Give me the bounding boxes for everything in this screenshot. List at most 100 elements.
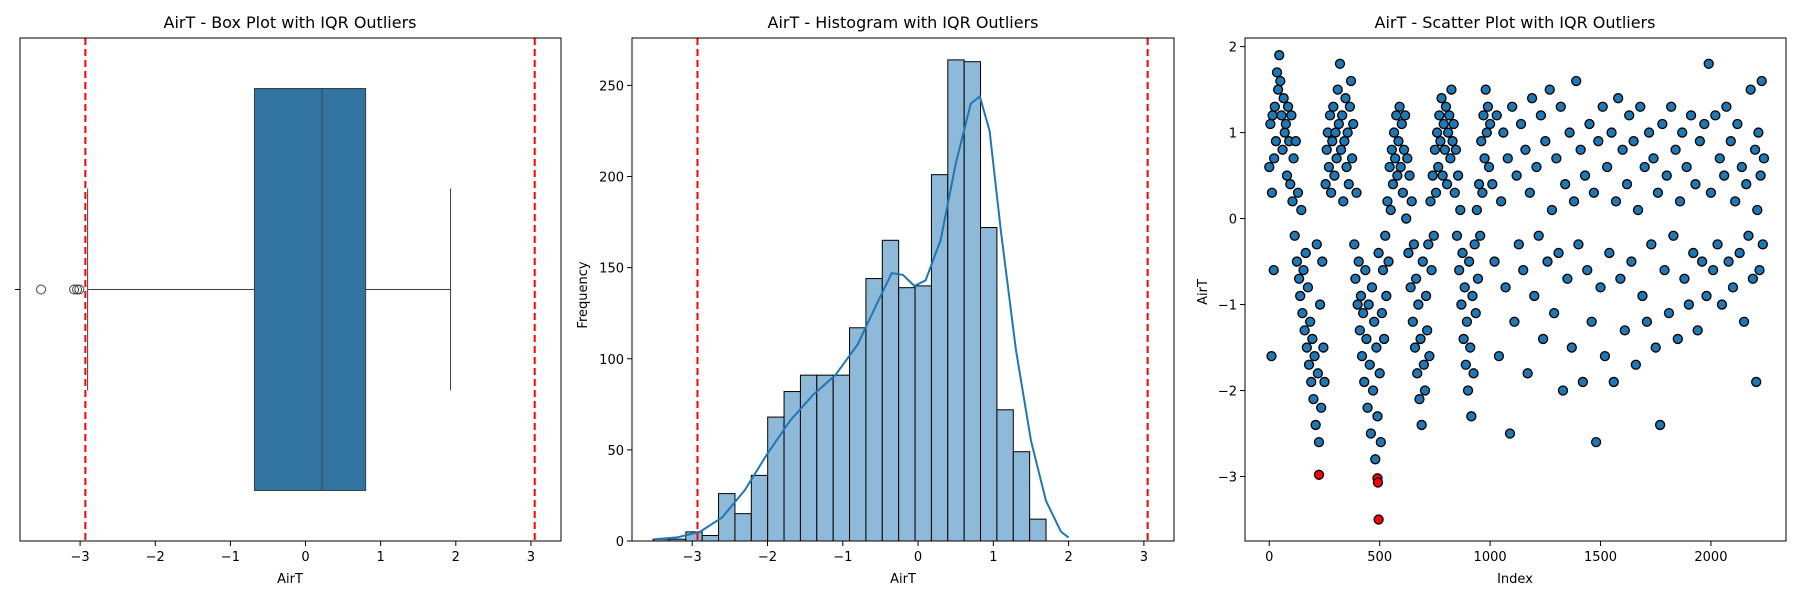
scatter-point xyxy=(1467,290,1478,302)
scatter-xtick-label: 1500 xyxy=(1584,550,1617,565)
scatter-point xyxy=(1617,144,1628,155)
scatter-point xyxy=(1403,247,1414,259)
scatter-point xyxy=(1365,428,1377,439)
scatter-point xyxy=(1668,230,1679,241)
scatter-point xyxy=(1271,67,1283,78)
scatter-point xyxy=(1639,161,1650,173)
scatter-point xyxy=(1738,316,1750,327)
scatter-point xyxy=(1703,58,1714,69)
scatter-point xyxy=(1418,359,1430,370)
histogram-bar xyxy=(947,59,965,542)
scatter-point xyxy=(1743,230,1754,241)
scatter-point xyxy=(1679,273,1690,284)
scatter-point xyxy=(1753,127,1764,138)
histogram-bar xyxy=(980,227,998,542)
histogram-xtick-label: 1 xyxy=(989,550,997,565)
scatter-point xyxy=(1666,101,1677,112)
scatter-point xyxy=(1571,75,1582,87)
scatter-point xyxy=(1608,376,1619,388)
scatter-point xyxy=(1628,136,1639,147)
scatter-point xyxy=(1311,239,1322,250)
scatter-point xyxy=(1366,282,1378,293)
scatter-point xyxy=(1456,299,1467,310)
scatter-point xyxy=(1473,179,1485,190)
scatter-point xyxy=(1449,187,1460,198)
scatter-point xyxy=(1723,256,1734,267)
scatter-point xyxy=(1412,368,1423,379)
scatter-point xyxy=(1299,325,1310,336)
scatter-point xyxy=(1732,118,1743,130)
scatter-point xyxy=(1376,307,1388,319)
histogram-bar xyxy=(963,61,982,542)
scatter-point xyxy=(1719,170,1730,181)
scatter-point xyxy=(1339,136,1350,147)
histogram-ytick-label: 100 xyxy=(599,353,624,368)
scatter-point xyxy=(1588,187,1600,198)
scatter-point xyxy=(1590,436,1602,448)
scatter-point xyxy=(1643,127,1655,138)
scatter-point xyxy=(1714,153,1725,164)
scatter-point xyxy=(1439,144,1450,155)
scatter-ytick-label: −3 xyxy=(1218,471,1237,486)
scatter-point xyxy=(1385,204,1396,216)
scatter-point xyxy=(1393,136,1404,147)
scatter-point xyxy=(1751,376,1762,388)
scatter-point xyxy=(1509,316,1520,327)
scatter-point xyxy=(1372,411,1383,422)
scatter-point xyxy=(1275,75,1286,87)
scatter-point xyxy=(1436,93,1447,104)
scatter-point xyxy=(1344,101,1356,112)
scatter-point xyxy=(1401,213,1412,224)
histogram-ylabel: Frequency xyxy=(576,261,591,328)
scatter-point xyxy=(1694,136,1706,147)
scatter-point xyxy=(1613,93,1624,104)
scatter-point xyxy=(1360,265,1371,276)
scatter-point xyxy=(1482,101,1494,112)
scatter-point xyxy=(1444,110,1455,121)
scatter-point xyxy=(1438,118,1449,130)
scatter-point xyxy=(1524,187,1536,198)
scatter-point xyxy=(1402,153,1413,164)
scatter-point xyxy=(1551,153,1562,164)
scatter-point xyxy=(1757,239,1768,250)
scatter-point xyxy=(1287,196,1298,207)
scatter-ytick-label: 1 xyxy=(1229,127,1237,142)
scatter-point xyxy=(1479,153,1490,164)
scatter-point xyxy=(1584,118,1595,130)
scatter-point xyxy=(1575,144,1586,155)
scatter-point xyxy=(1515,118,1527,130)
scatter-point xyxy=(1280,118,1292,130)
scatter-point xyxy=(1755,170,1766,181)
scatter-point xyxy=(1268,265,1279,276)
scatter-point xyxy=(1610,196,1622,207)
scatter-point xyxy=(1564,127,1575,138)
scatter-point xyxy=(1518,265,1529,276)
scatter-point xyxy=(1302,282,1314,293)
scatter-point xyxy=(1480,84,1491,95)
scatter-point xyxy=(1443,127,1454,138)
scatter-point xyxy=(1391,110,1402,121)
scatter-point xyxy=(1332,84,1343,95)
scatter-point xyxy=(1428,230,1439,241)
scatter-point xyxy=(1317,256,1328,267)
histogram-bar xyxy=(930,174,949,542)
scatter-point xyxy=(1498,127,1509,138)
scatter-point xyxy=(1306,376,1317,388)
scatter-point xyxy=(1685,110,1697,121)
scatter-point xyxy=(1387,179,1399,190)
scatter-point xyxy=(1268,153,1280,164)
scatter-point xyxy=(1416,419,1427,431)
scatter-point xyxy=(1415,333,1426,345)
scatter-point xyxy=(1375,436,1386,448)
scatter-ytick-label: −2 xyxy=(1218,385,1237,400)
scatter-point xyxy=(1475,230,1486,241)
scatter-point xyxy=(1500,282,1511,293)
scatter-point xyxy=(1648,153,1659,164)
scatter-point xyxy=(1265,118,1276,130)
scatter-point xyxy=(1452,170,1464,181)
box-xtick-label: 0 xyxy=(301,550,309,565)
scatter-point xyxy=(1371,342,1382,353)
scatter-point xyxy=(1370,454,1381,465)
scatter-point xyxy=(1557,385,1569,396)
scatter-point xyxy=(1297,307,1308,319)
